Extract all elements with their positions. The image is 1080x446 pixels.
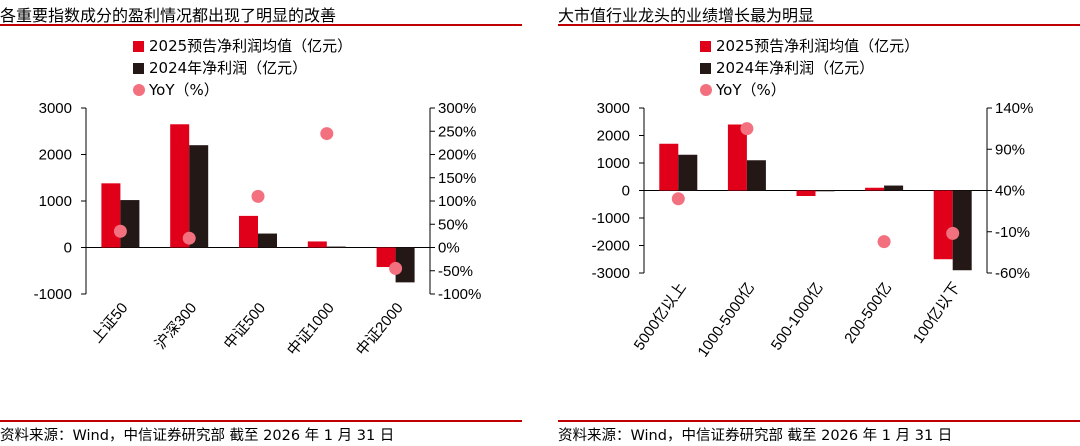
legend-label-yoy: YoY（%） bbox=[716, 81, 786, 99]
bar-2024-actual bbox=[395, 247, 415, 283]
yoy-point bbox=[946, 226, 960, 240]
marketcap-profit-chart: -3000 -2000 -1000 0 1000 2000 3000 -60% -10% 40% 9… bbox=[592, 100, 1034, 361]
bar-2024-actual bbox=[884, 185, 904, 191]
y2-tick-label: -60% bbox=[995, 265, 1030, 282]
x-tick-label: 5000亿以上 bbox=[631, 280, 690, 354]
bar-2025-forecast bbox=[170, 124, 190, 248]
bar-2024-actual bbox=[678, 154, 698, 191]
y2-tick-label: 300% bbox=[438, 100, 476, 117]
bar-2025-forecast bbox=[659, 143, 679, 191]
bar-2024-actual bbox=[326, 246, 346, 248]
bar-2025-forecast bbox=[865, 187, 885, 191]
index-profit-chart: -1000 0 1000 2000 3000 -100% -50% 0% 50% 100% 150%… bbox=[34, 100, 482, 359]
y2-tick-label: 40% bbox=[995, 183, 1025, 200]
chart-title: 大市值行业龙头的业绩增长最为明显 bbox=[558, 6, 815, 25]
legend-label-actual: 2024年净利润（亿元） bbox=[149, 59, 308, 77]
y2-tick-label: 50% bbox=[438, 216, 468, 233]
chart-title: 各重要指数成分的盈利情况都出现了明显的改善 bbox=[0, 6, 337, 25]
source-rule bbox=[0, 420, 522, 422]
y-tick-label: 2000 bbox=[39, 147, 72, 164]
bar-2024-actual bbox=[258, 233, 277, 248]
x-tick-label: 200-500亿 bbox=[841, 280, 895, 347]
y2-tick-label: -100% bbox=[438, 286, 481, 303]
yoy-point bbox=[320, 127, 334, 141]
y-tick-label: 2000 bbox=[597, 128, 630, 145]
bar-2024-actual bbox=[952, 190, 972, 271]
source-note: 资料来源：Wind，中信证券研究部 截至 2026 年 1 月 31 日 bbox=[558, 428, 953, 444]
title-rule bbox=[558, 24, 1080, 26]
x-tick-label: 中证1000 bbox=[284, 300, 338, 359]
y2-tick-label: 200% bbox=[438, 147, 476, 164]
legend-label-yoy: YoY（%） bbox=[149, 81, 219, 99]
y-tick-label: -3000 bbox=[592, 265, 630, 282]
legend-swatch-forecast bbox=[700, 41, 711, 52]
bar-2024-actual bbox=[189, 145, 209, 248]
yoy-point bbox=[877, 235, 891, 249]
bar-2025-forecast bbox=[376, 247, 396, 268]
x-tick-label: 上证50 bbox=[88, 300, 131, 347]
y-tick-label: -1000 bbox=[592, 210, 630, 227]
y2-tick-label: 100% bbox=[438, 193, 476, 210]
bar-2025-forecast bbox=[796, 190, 816, 196]
y2-tick-label: 150% bbox=[438, 170, 476, 187]
y-tick-label: 1000 bbox=[597, 155, 630, 172]
chart-panel-marketcap-profit: 大市值行业龙头的业绩增长最为明显 -3000 -2000 -1000 0 1000 200… bbox=[558, 0, 1080, 446]
y-tick-label: 0 bbox=[64, 240, 72, 257]
x-tick-label: 500-1000亿 bbox=[768, 280, 827, 354]
y2-tick-label: -50% bbox=[438, 263, 473, 280]
y2-tick-label: 140% bbox=[995, 100, 1033, 117]
legend-swatch-actual bbox=[133, 63, 144, 74]
legend-swatch-actual bbox=[700, 63, 711, 74]
yoy-point bbox=[389, 261, 403, 275]
y-tick-label: 1000 bbox=[39, 193, 72, 210]
legend-label-actual: 2024年净利润（亿元） bbox=[716, 59, 875, 77]
y2-tick-label: -10% bbox=[995, 224, 1030, 241]
legend-swatch-yoy bbox=[700, 84, 712, 96]
y-tick-label: 3000 bbox=[39, 100, 72, 117]
x-tick-label: 中证2000 bbox=[353, 300, 407, 359]
x-tick-label: 中证500 bbox=[221, 300, 269, 353]
y-tick-label: -1000 bbox=[34, 286, 72, 303]
y-tick-label: 0 bbox=[622, 183, 630, 200]
title-rule bbox=[0, 24, 522, 26]
y-tick-label: 3000 bbox=[597, 100, 630, 117]
yoy-point bbox=[251, 189, 265, 203]
x-tick-label: 沪深300 bbox=[152, 300, 200, 353]
legend-swatch-yoy bbox=[133, 84, 145, 96]
yoy-point bbox=[740, 122, 754, 136]
bar-2025-forecast bbox=[239, 215, 258, 248]
x-tick-label: 100亿以下 bbox=[910, 280, 964, 347]
bar-2025-forecast bbox=[307, 241, 327, 248]
yoy-point bbox=[671, 192, 685, 206]
y2-tick-label: 0% bbox=[438, 240, 460, 257]
bar-2025-forecast bbox=[933, 190, 953, 260]
legend-label-forecast: 2025预告净利润均值（亿元） bbox=[716, 37, 920, 55]
y2-tick-label: 90% bbox=[995, 141, 1025, 158]
chart-panel-index-profit: 各重要指数成分的盈利情况都出现了明显的改善 -1000 0 1000 2000 3000… bbox=[0, 0, 522, 446]
bar-2025-forecast bbox=[101, 183, 121, 248]
bar-2024-actual bbox=[815, 190, 835, 192]
source-rule bbox=[558, 420, 1080, 422]
x-tick-label: 1000-5000亿 bbox=[695, 280, 759, 361]
bar-2024-actual bbox=[746, 160, 766, 191]
bar-2025-forecast bbox=[727, 124, 747, 191]
y-tick-label: -2000 bbox=[592, 238, 630, 255]
legend-label-forecast: 2025预告净利润均值（亿元） bbox=[149, 37, 353, 55]
legend-swatch-forecast bbox=[133, 41, 144, 52]
source-note: 资料来源：Wind，中信证券研究部 截至 2026 年 1 月 31 日 bbox=[0, 428, 395, 444]
bar-2024-actual bbox=[120, 200, 140, 248]
yoy-point bbox=[182, 231, 196, 245]
y2-tick-label: 250% bbox=[438, 123, 476, 140]
yoy-point bbox=[113, 224, 127, 238]
